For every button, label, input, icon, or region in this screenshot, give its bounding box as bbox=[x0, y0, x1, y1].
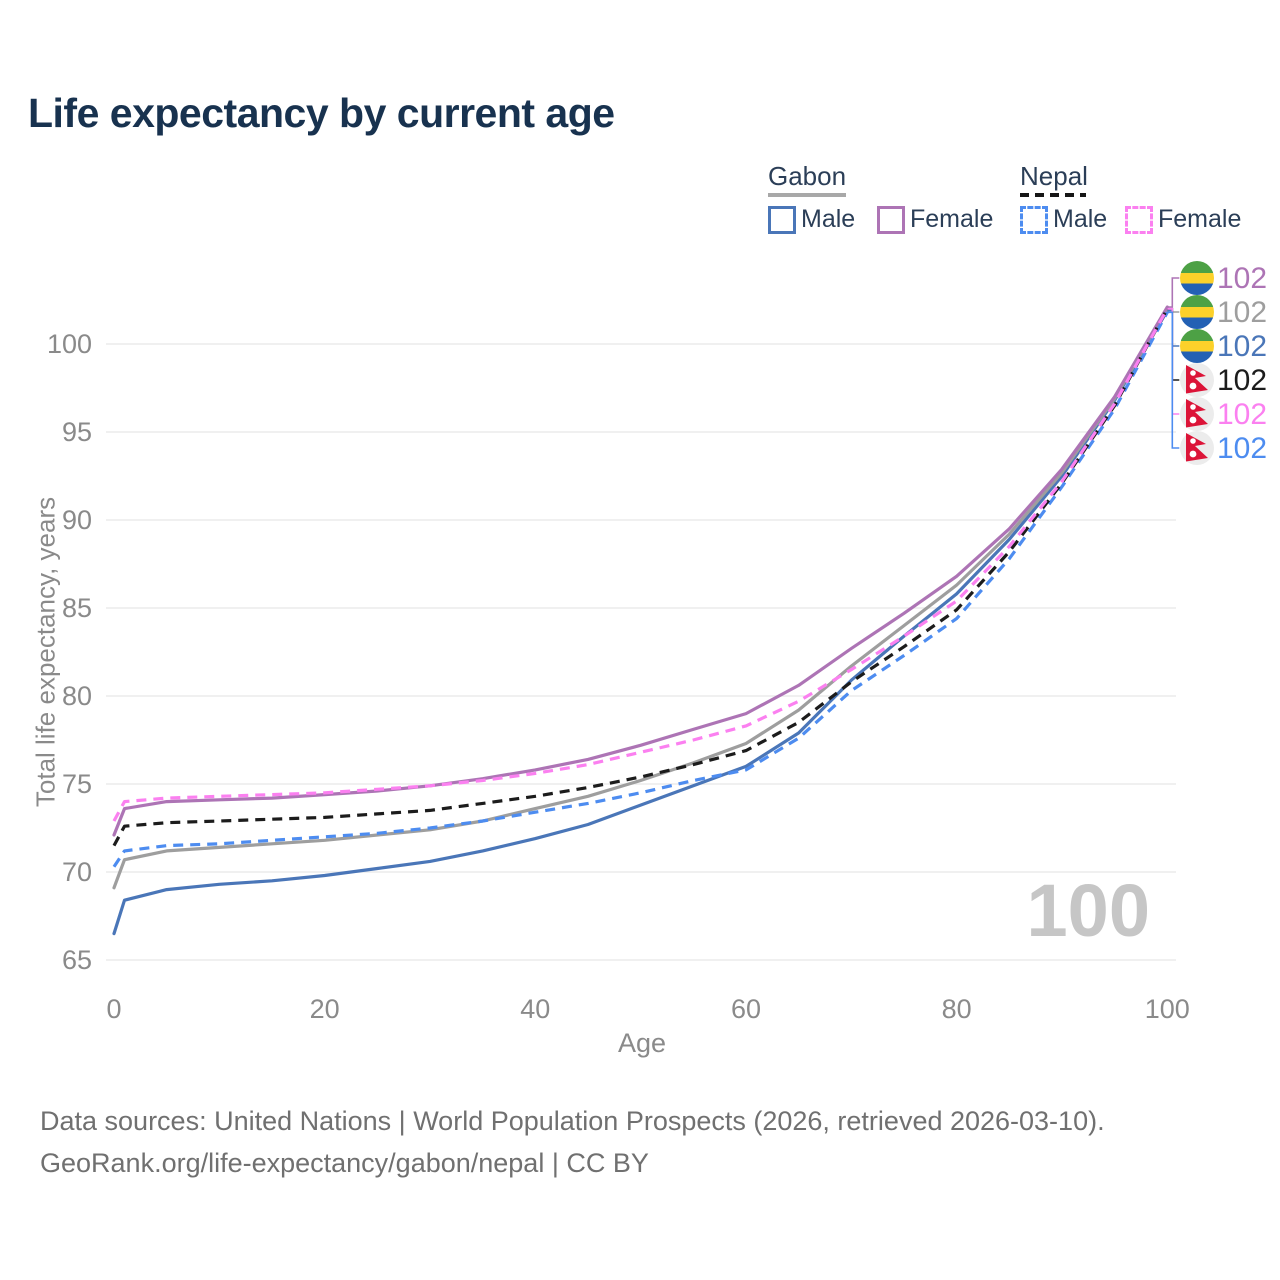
legend-gabon-underline bbox=[768, 193, 846, 197]
x-tick-label: 60 bbox=[731, 994, 761, 1024]
series-line-gabon_both bbox=[112, 307, 1169, 890]
y-tick-label: 70 bbox=[62, 857, 92, 887]
y-tick-label: 80 bbox=[62, 681, 92, 711]
y-tick-label: 75 bbox=[62, 769, 92, 799]
end-value-label-nepal_both: 102 bbox=[1217, 364, 1267, 397]
end-value-label-nepal_female: 102 bbox=[1217, 398, 1267, 431]
attribution-text: GeoRank.org/life-expectancy/gabon/nepal … bbox=[40, 1148, 649, 1178]
y-tick-label: 90 bbox=[62, 505, 92, 535]
legend-nepal-underline bbox=[1020, 193, 1086, 197]
series-line-gabon_female bbox=[112, 305, 1169, 837]
y-tick-label: 100 bbox=[47, 329, 92, 359]
x-tick-label: 0 bbox=[106, 994, 121, 1024]
y-tick-label: 95 bbox=[62, 417, 92, 447]
legend-swatch-nepal-male bbox=[1020, 206, 1048, 234]
data-source-text: Data sources: United Nations | World Pop… bbox=[40, 1106, 1105, 1136]
x-axis-title: Age bbox=[617, 1028, 667, 1058]
series-line-nepal_male bbox=[112, 311, 1169, 868]
nepal-flag-icon bbox=[1180, 397, 1214, 431]
series-line-gabon_male bbox=[112, 309, 1169, 936]
leader-line-gabon_male bbox=[1167, 309, 1180, 347]
legend-label-nepal-female: Female bbox=[1158, 205, 1242, 233]
end-value-label-gabon_male: 102 bbox=[1217, 330, 1267, 363]
x-tick-label: 80 bbox=[942, 994, 972, 1024]
leader-line-gabon_female bbox=[1167, 277, 1180, 308]
x-tick-label: 100 bbox=[1145, 994, 1190, 1024]
series-line-nepal_both bbox=[112, 308, 1169, 847]
end-value-label-nepal_male: 102 bbox=[1217, 432, 1267, 465]
gabon-flag-icon bbox=[1180, 261, 1214, 295]
leader-line-nepal_male bbox=[1167, 311, 1180, 449]
end-value-label-gabon_both: 102 bbox=[1217, 296, 1267, 329]
legend-label-gabon-male: Male bbox=[801, 205, 856, 233]
end-value-label-gabon_female: 102 bbox=[1217, 262, 1267, 295]
x-tick-label: 20 bbox=[310, 994, 340, 1024]
page-title: Life expectancy by current age bbox=[28, 90, 615, 136]
legend-swatch-nepal-female bbox=[1125, 206, 1153, 234]
nepal-flag-icon bbox=[1180, 363, 1214, 397]
leader-line-nepal_female bbox=[1167, 308, 1180, 415]
nepal-flag-icon bbox=[1180, 431, 1214, 465]
x-tick-label: 40 bbox=[520, 994, 550, 1024]
y-tick-label: 85 bbox=[62, 593, 92, 623]
series-line-nepal_female bbox=[112, 308, 1169, 822]
legend-label-gabon-female: Female bbox=[910, 205, 994, 233]
legend-swatch-gabon-male bbox=[768, 206, 796, 234]
y-tick-label: 65 bbox=[62, 945, 92, 975]
gabon-flag-icon bbox=[1180, 329, 1214, 363]
legend-label-nepal-male: Male bbox=[1053, 205, 1108, 233]
gabon-flag-icon bbox=[1180, 295, 1214, 329]
legend-group-nepal-title: Nepal bbox=[1020, 161, 1088, 191]
legend-group-gabon-title: Gabon bbox=[768, 161, 847, 191]
age-watermark: 100 bbox=[1026, 869, 1150, 952]
legend-swatch-gabon-female bbox=[877, 206, 905, 234]
